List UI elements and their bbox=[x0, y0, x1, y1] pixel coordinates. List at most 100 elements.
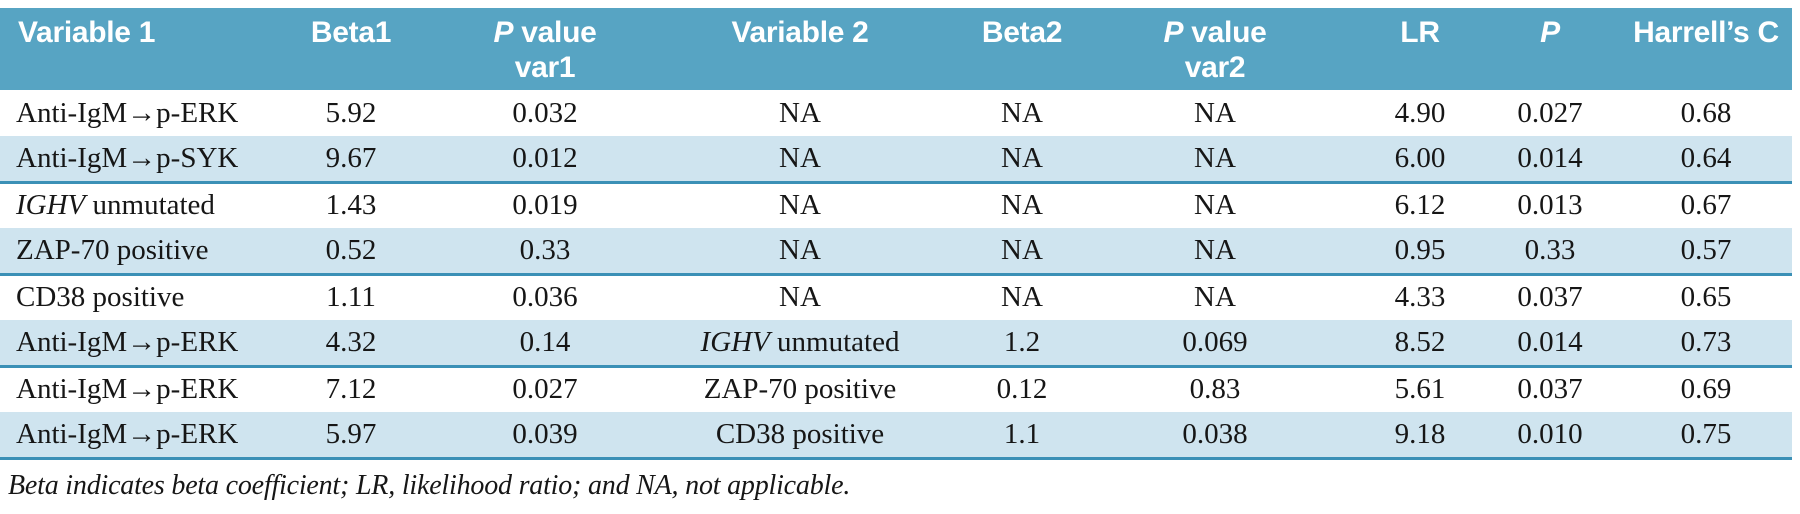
cox-regression-results-table: Variable 1 Beta1 P value var1 Variable 2 … bbox=[0, 8, 1792, 460]
cell-pvalue-var2: 0.069 bbox=[1070, 320, 1360, 368]
cell-pvalue-var1: 0.039 bbox=[464, 412, 626, 460]
cell-beta2: 0.12 bbox=[996, 373, 1048, 406]
cell-variable1: IGHV unmutated bbox=[16, 189, 215, 222]
cell-lr: 0.95 bbox=[1360, 228, 1480, 276]
table-row: IGHV unmutated 1.43 0.019 NA NA NA 6.12 … bbox=[0, 182, 1792, 228]
cell-beta2: NA bbox=[1001, 281, 1043, 314]
header-p-italic: P bbox=[1163, 16, 1184, 49]
statistics-table-page: Variable 1 Beta1 P value var1 Variable 2 … bbox=[0, 8, 1792, 501]
cell-lr: 4.90 bbox=[1394, 96, 1446, 129]
header-harrells-c-label: Harrell’s C bbox=[1633, 16, 1779, 49]
cell-variable2: NA bbox=[779, 189, 821, 222]
cell-beta2: NA bbox=[1001, 189, 1043, 222]
cell-beta1: 0.52 bbox=[238, 228, 464, 276]
cell-pvalue-var1: 0.33 bbox=[464, 228, 626, 276]
cell-pvalue-var1: 0.027 bbox=[512, 373, 578, 406]
cell-p: 0.037 bbox=[1517, 281, 1583, 314]
cell-variable2: CD38 positive bbox=[626, 412, 974, 460]
table-row: Anti-IgM→p-ERK 7.12 0.027 ZAP-70 positiv… bbox=[0, 366, 1792, 412]
cell-variable1: Anti-IgM→p-ERK bbox=[0, 320, 238, 368]
header-beta1-label: Beta1 bbox=[310, 16, 392, 49]
cell-beta2: 1.2 bbox=[974, 320, 1070, 368]
header-p: P bbox=[1480, 8, 1620, 90]
table-row: Anti-IgM→p-ERK 4.32 0.14 IGHV unmutated … bbox=[0, 320, 1792, 368]
cell-variable2: NA bbox=[779, 281, 821, 314]
cell-beta1: 9.67 bbox=[238, 136, 464, 184]
cell-harrells-c: 0.64 bbox=[1620, 136, 1792, 184]
cell-lr: 8.52 bbox=[1360, 320, 1480, 368]
table-row: CD38 positive 1.11 0.036 NA NA NA 4.33 0… bbox=[0, 274, 1792, 320]
table-row: Anti-IgM→p-ERK 5.92 0.032 NA NA NA 4.90 … bbox=[0, 90, 1792, 136]
header-row: Variable 1 Beta1 P value var1 Variable 2 … bbox=[0, 8, 1792, 90]
cell-beta1: 7.12 bbox=[325, 373, 377, 406]
cell-beta1: 1.43 bbox=[325, 189, 377, 222]
cell-variable1: Anti-IgM→p-ERK bbox=[0, 412, 238, 460]
cell-pvalue-var2: 0.83 bbox=[1189, 373, 1241, 406]
cell-pvalue-var2: NA bbox=[1194, 96, 1236, 129]
header-var2-line2: var2 bbox=[1184, 51, 1246, 85]
cell-pvalue-var1: 0.032 bbox=[512, 96, 578, 129]
cell-variable1: CD38 positive bbox=[16, 281, 185, 314]
header-pvalue-rest: value bbox=[1191, 16, 1267, 49]
cell-lr: 5.61 bbox=[1394, 373, 1446, 406]
header-beta2-label: Beta2 bbox=[981, 16, 1063, 49]
cell-variable2: NA bbox=[626, 136, 974, 184]
cell-harrells-c: 0.65 bbox=[1680, 281, 1732, 314]
header-harrells-c: Harrell’s C bbox=[1620, 8, 1792, 90]
cell-pvalue-var1: 0.019 bbox=[512, 189, 578, 222]
header-p-italic: P bbox=[493, 16, 514, 49]
cell-variable1: Anti-IgM→p-SYK bbox=[0, 136, 238, 184]
cell-variable2: ZAP-70 positive bbox=[703, 373, 897, 406]
table-footnote: Beta indicates beta coefficient; LR, lik… bbox=[8, 469, 851, 501]
cell-harrells-c: 0.68 bbox=[1680, 96, 1732, 129]
cell-beta1: 4.32 bbox=[238, 320, 464, 368]
table-body: Anti-IgM→p-ERK 5.92 0.032 NA NA NA 4.90 … bbox=[0, 90, 1792, 460]
cell-pvalue-var2: NA bbox=[1070, 136, 1360, 184]
cell-beta1: 1.11 bbox=[326, 281, 376, 314]
header-beta2: Beta2 bbox=[974, 8, 1070, 90]
cell-p: 0.013 bbox=[1517, 189, 1583, 222]
cell-variable1: ZAP-70 positive bbox=[0, 228, 238, 276]
header-pvalue-var1: P value var1 bbox=[464, 8, 626, 90]
table-header: Variable 1 Beta1 P value var1 Variable 2 … bbox=[0, 8, 1792, 90]
cell-beta1: 5.97 bbox=[238, 412, 464, 460]
header-var1-line2: var1 bbox=[514, 51, 576, 85]
cell-harrells-c: 0.57 bbox=[1620, 228, 1792, 276]
header-pvalue-rest: value bbox=[521, 16, 597, 49]
cell-p: 0.027 bbox=[1517, 96, 1583, 129]
cell-beta2: NA bbox=[974, 228, 1070, 276]
cell-pvalue-var1: 0.036 bbox=[512, 281, 578, 314]
header-beta1: Beta1 bbox=[238, 8, 464, 90]
cell-p: 0.037 bbox=[1517, 373, 1583, 406]
header-variable2-label: Variable 2 bbox=[731, 16, 869, 49]
cell-beta1: 5.92 bbox=[325, 96, 377, 129]
header-lr: LR bbox=[1360, 8, 1480, 90]
cell-lr: 9.18 bbox=[1360, 412, 1480, 460]
cell-pvalue-var2: NA bbox=[1070, 228, 1360, 276]
cell-pvalue-var2: NA bbox=[1194, 189, 1236, 222]
header-variable1-label: Variable 1 bbox=[18, 16, 156, 49]
cell-pvalue-var2: NA bbox=[1194, 281, 1236, 314]
cell-beta2: NA bbox=[1001, 96, 1043, 129]
cell-lr: 6.12 bbox=[1394, 189, 1446, 222]
cell-p: 0.33 bbox=[1480, 228, 1620, 276]
header-variable2: Variable 2 bbox=[626, 8, 974, 90]
cell-beta2: NA bbox=[974, 136, 1070, 184]
cell-variable2: NA bbox=[779, 96, 821, 129]
cell-harrells-c: 0.73 bbox=[1620, 320, 1792, 368]
cell-harrells-c: 0.75 bbox=[1620, 412, 1792, 460]
cell-p: 0.014 bbox=[1480, 136, 1620, 184]
cell-p: 0.010 bbox=[1480, 412, 1620, 460]
cell-lr: 6.00 bbox=[1360, 136, 1480, 184]
cell-variable2: IGHV unmutated bbox=[626, 320, 974, 368]
cell-variable1: Anti-IgM→p-ERK bbox=[16, 373, 239, 406]
header-variable1: Variable 1 bbox=[0, 8, 238, 90]
table-row: Anti-IgM→p-ERK 5.97 0.039 CD38 positive … bbox=[0, 412, 1792, 460]
cell-beta2: 1.1 bbox=[974, 412, 1070, 460]
cell-variable1: Anti-IgM→p-ERK bbox=[16, 96, 239, 129]
cell-harrells-c: 0.67 bbox=[1680, 189, 1732, 222]
cell-lr: 4.33 bbox=[1394, 281, 1446, 314]
header-pvalue-var2: P value var2 bbox=[1070, 8, 1360, 90]
cell-pvalue-var1: 0.14 bbox=[464, 320, 626, 368]
cell-harrells-c: 0.69 bbox=[1680, 373, 1732, 406]
